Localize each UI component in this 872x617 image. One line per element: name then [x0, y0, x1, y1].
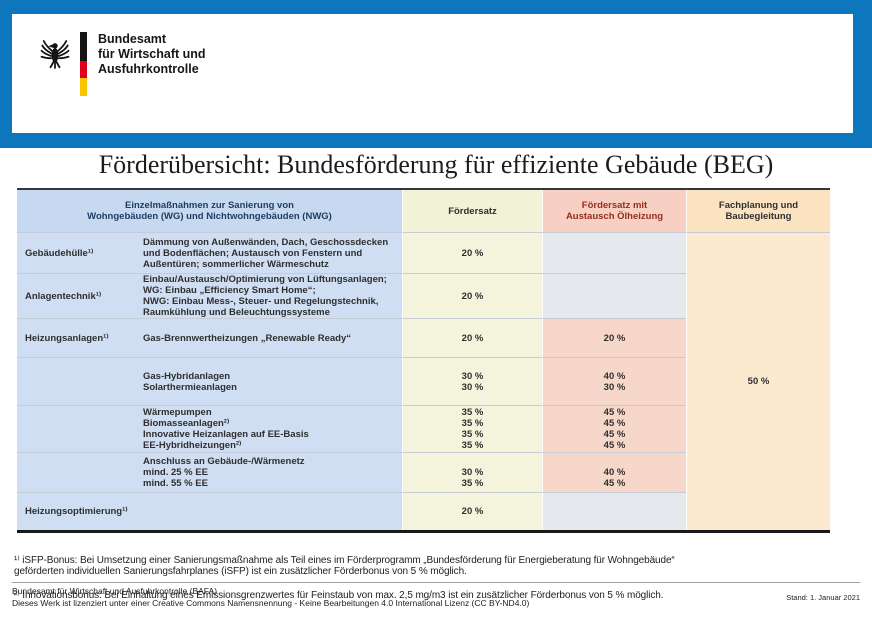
agency-name-line3: Ausfuhrkontrolle [98, 62, 199, 76]
row-measure: Dämmung von Außenwänden, Dach, Geschossd… [140, 232, 402, 273]
row-category [17, 452, 140, 492]
funding-table: Einzelmaßnahmen zur Sanierung von Wohnge… [17, 188, 830, 533]
rate-oil-cell: 40 % 30 % [542, 357, 686, 405]
footer-credits: Bundesamt für Wirtschaft und Ausfuhrkont… [12, 585, 529, 609]
col-header-rate: Fördersatz [402, 190, 542, 232]
bafa-logo: Bundesamt für Wirtschaft und Ausfuhrkont… [40, 32, 206, 96]
row-measure: Gas-Hybridanlagen Solarthermieanlagen [140, 357, 402, 405]
row-measure: Wärmepumpen Biomasseanlagen²⁾ Innovative… [140, 405, 402, 452]
rate-cell: 30 % 35 % [402, 452, 542, 492]
flag-black-stripe [80, 32, 87, 61]
rate-cell: 20 % [402, 273, 542, 318]
col-header-planning: Fachplanung und Baubegleitung [686, 190, 830, 232]
row-category: Gebäudehülle¹⁾ [17, 232, 140, 273]
row-category: Heizungsanlagen¹⁾ [17, 318, 140, 357]
agency-name-line1: Bundesamt [98, 32, 167, 46]
footer-license-line: Dieses Werk ist lizenziert unter einer C… [12, 598, 530, 608]
rate-oil-cell: 40 % 45 % [542, 452, 686, 492]
header-band: Bundesamt für Wirtschaft und Ausfuhrkont… [0, 0, 872, 148]
rate-cell: 30 % 30 % [402, 357, 542, 405]
federal-eagle-icon [40, 40, 70, 69]
agency-name-line2: für Wirtschaft und [98, 47, 206, 61]
footnote-innovationsbonus: ²⁾ Innovationsbonus: Bei Einhaltung eine… [14, 590, 664, 601]
agency-name: Bundesamt für Wirtschaft und Ausfuhrkont… [98, 32, 206, 77]
row-category: Anlagentechnik¹⁾ [17, 273, 140, 318]
row-measure: Gas-Brennwertheizungen „Renewable Ready“ [140, 318, 402, 357]
row-measure: Anschluss an Gebäude-/Wärmenetz mind. 25… [140, 452, 402, 492]
rate-oil-cell-empty [542, 273, 686, 318]
header-inner-panel: Bundesamt für Wirtschaft und Ausfuhrkont… [12, 14, 853, 133]
flag-gold-stripe [80, 78, 87, 96]
footer: Bundesamt für Wirtschaft und Ausfuhrkont… [12, 585, 860, 609]
col-header-rate-oil: Fördersatz mit Austausch Ölheizung [542, 190, 686, 232]
col-header-measures: Einzelmaßnahmen zur Sanierung von Wohnge… [17, 190, 402, 232]
row-category [17, 357, 140, 405]
row-category: Heizungsoptimierung¹⁾ [17, 492, 402, 530]
planning-rate-cell: 50 % [686, 232, 830, 530]
footnotes: ¹⁾ iSFP-Bonus: Bei Umsetzung einer Sanie… [14, 543, 859, 614]
row-category [17, 405, 140, 452]
rate-cell: 20 % [402, 232, 542, 273]
german-flag-bar [80, 32, 87, 96]
row-measure: Einbau/Austausch/Optimierung von Lüftung… [140, 273, 402, 318]
footer-date-stamp: Stand: 1. Januar 2021 [786, 592, 860, 602]
rate-cell: 20 % [402, 492, 542, 530]
rate-cell: 20 % [402, 318, 542, 357]
rate-oil-cell-empty [542, 492, 686, 530]
rate-oil-cell: 20 % [542, 318, 686, 357]
rate-cell: 35 % 35 % 35 % 35 % [402, 405, 542, 452]
footer-divider [12, 582, 860, 583]
footnote-isfp-bonus: ¹⁾ iSFP-Bonus: Bei Umsetzung einer Sanie… [14, 554, 675, 578]
rate-oil-cell: 45 % 45 % 45 % 45 % [542, 405, 686, 452]
page-title: Förderübersicht: Bundesförderung für eff… [98, 150, 774, 179]
rate-oil-cell-empty [542, 232, 686, 273]
footer-agency-line: Bundesamt für Wirtschaft und Ausfuhrkont… [12, 586, 218, 596]
flag-red-stripe [80, 60, 87, 79]
